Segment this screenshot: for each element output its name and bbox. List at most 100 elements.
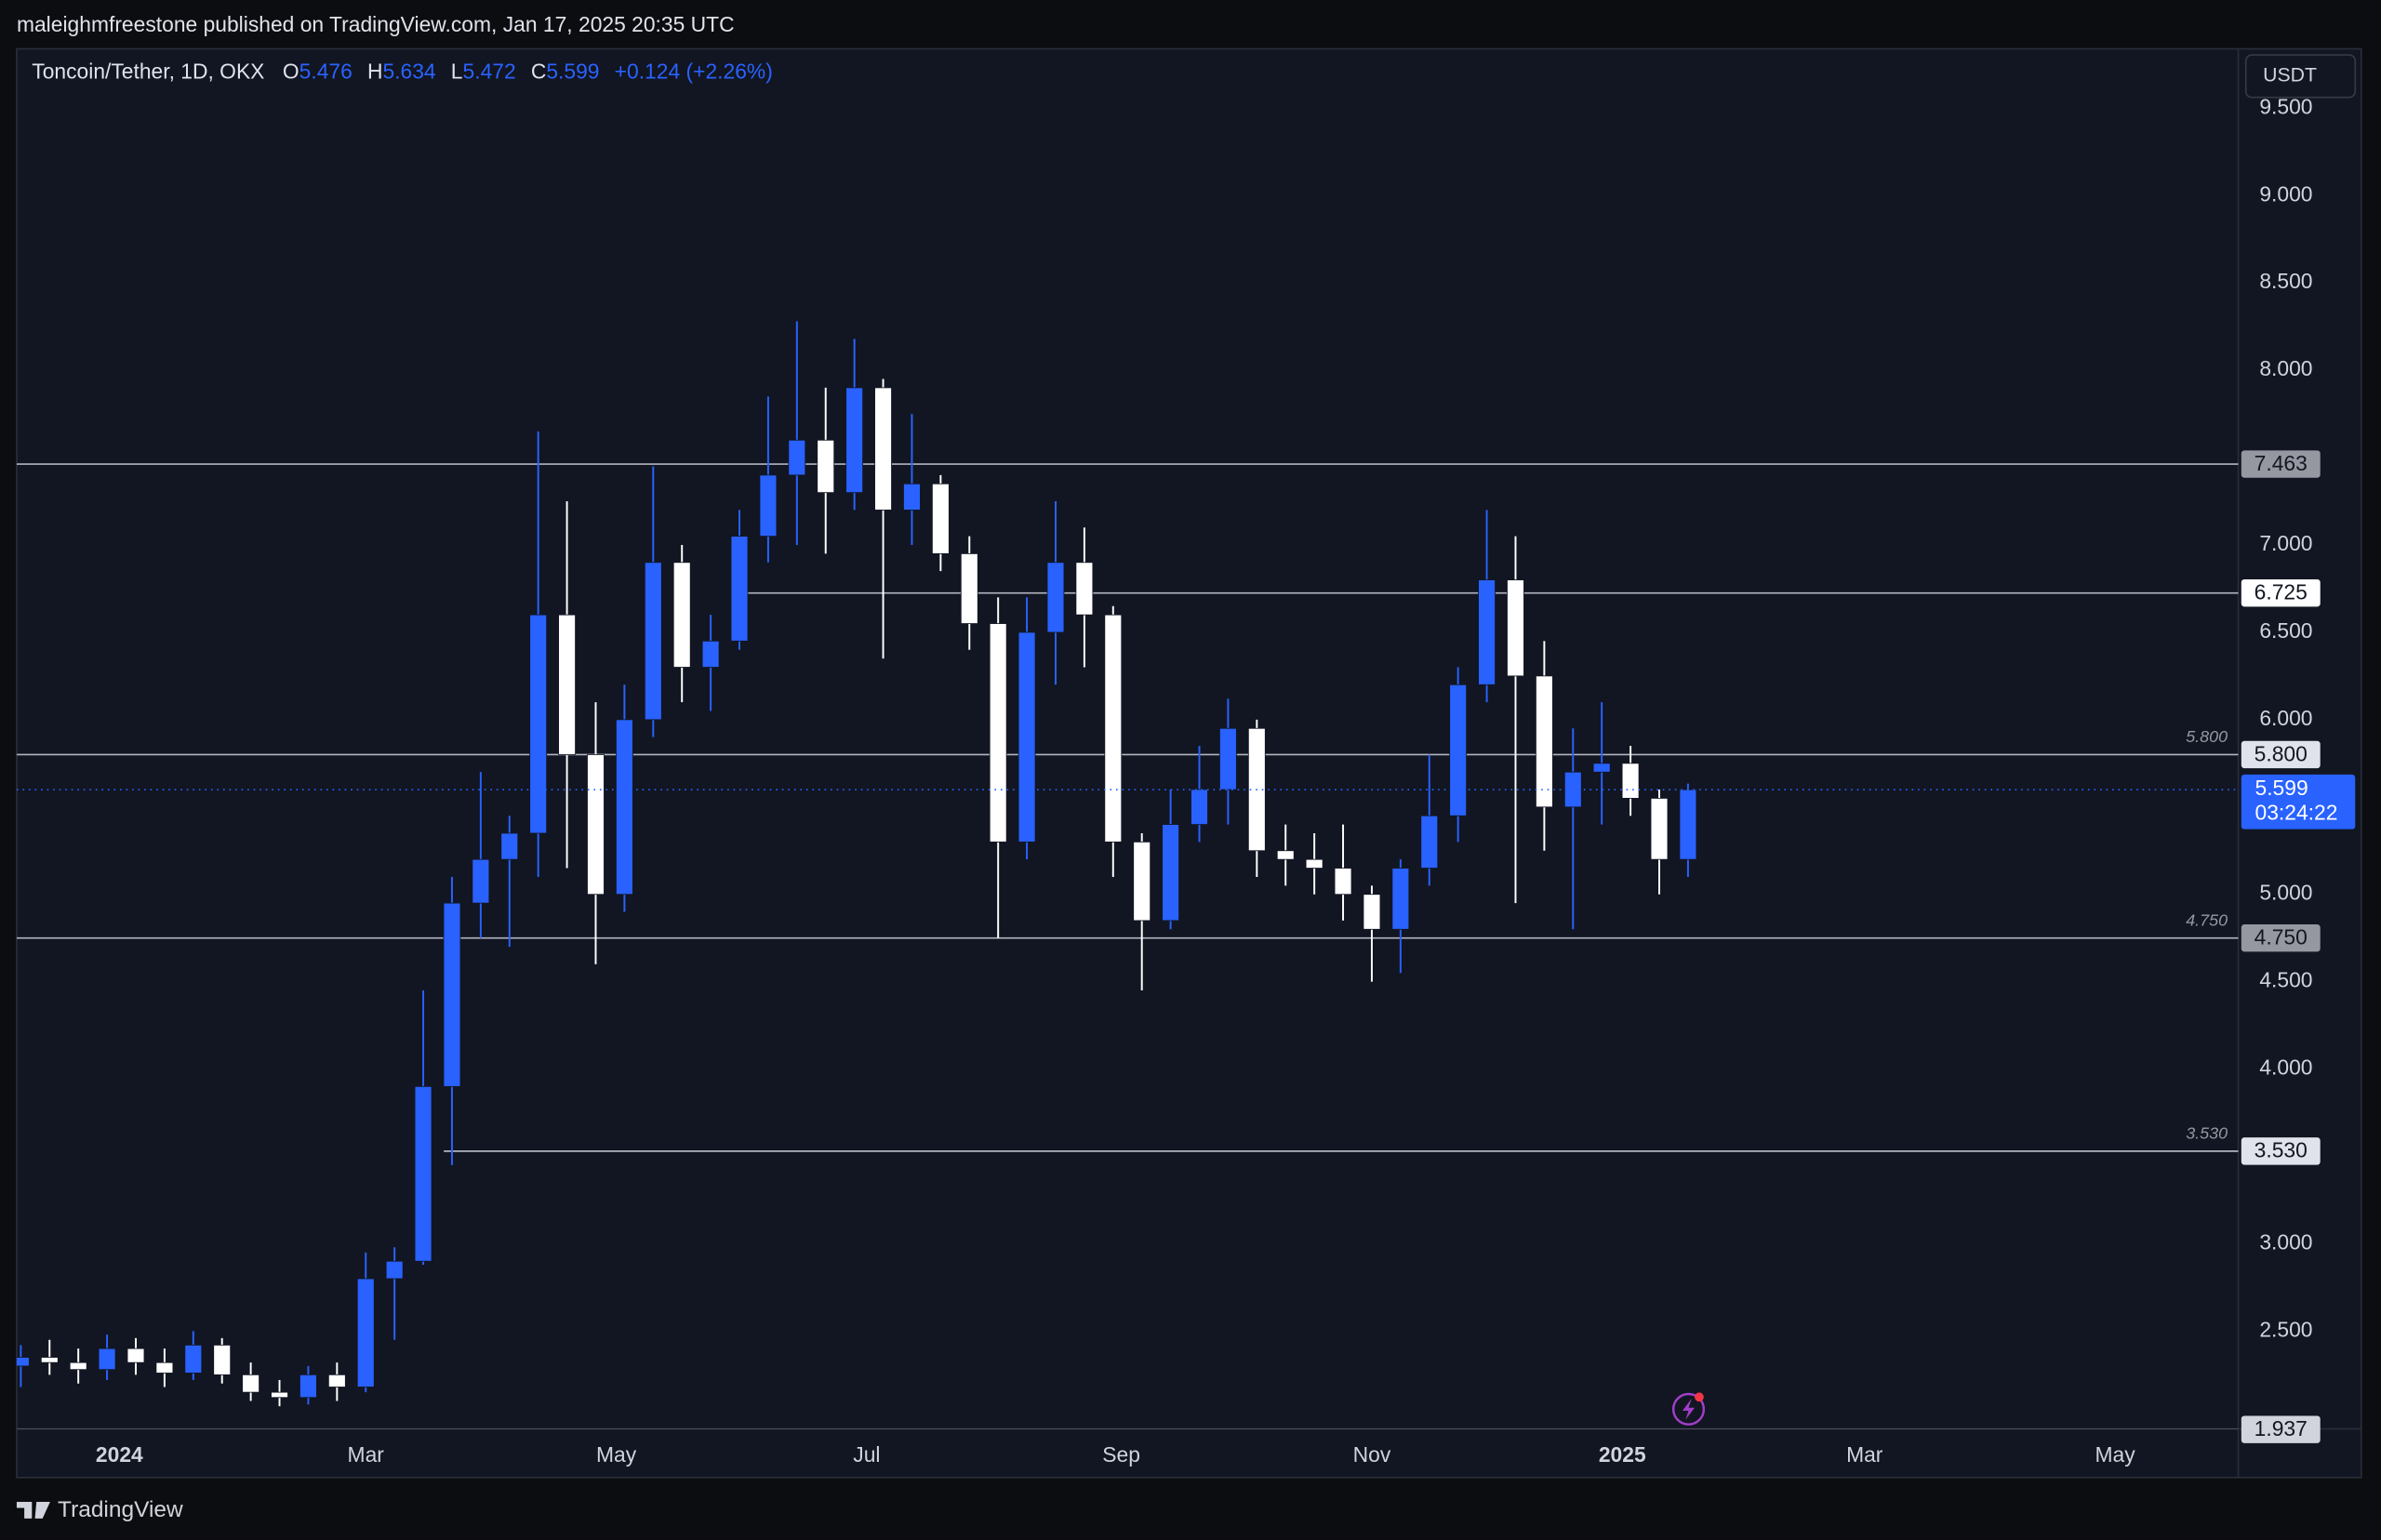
- x-tick-label: 2025: [1599, 1442, 1646, 1467]
- candle-body: [672, 562, 691, 668]
- candle-body: [587, 754, 605, 896]
- icon-ring[interactable]: [1671, 1392, 1706, 1426]
- candle-body: [242, 1374, 260, 1393]
- candle-body: [730, 536, 749, 642]
- candle-body: [616, 719, 633, 896]
- candle-body: [558, 614, 576, 755]
- candle-body: [271, 1391, 288, 1399]
- ohlc-value: 5.599: [546, 60, 599, 84]
- y-tick-label: 6.500: [2259, 618, 2312, 643]
- level-label-box: [2241, 740, 2321, 769]
- candle-body: [69, 1361, 87, 1371]
- y-tick-label: 3.000: [2259, 1229, 2312, 1254]
- y-tick-label: 4.000: [2259, 1055, 2312, 1080]
- y-tick-label: 8.500: [2259, 269, 2312, 293]
- ohlc-value: 5.472: [463, 60, 516, 84]
- candle-body: [1334, 868, 1352, 896]
- candle-body: [1391, 868, 1410, 930]
- candle-body: [16, 1357, 30, 1367]
- countdown: 03:24:22: [2255, 800, 2337, 824]
- level-label-box: [2241, 578, 2321, 607]
- candle-body: [126, 1348, 145, 1363]
- candle-body: [500, 832, 519, 860]
- candle-body: [874, 387, 892, 511]
- level-label-box: [2241, 923, 2321, 952]
- candle-body: [1621, 763, 1640, 799]
- x-tick-label: May: [596, 1442, 637, 1467]
- candle-body: [759, 474, 778, 538]
- candle-body: [931, 483, 950, 554]
- chart-pane: [16, 47, 2362, 1479]
- candle-body: [644, 562, 662, 721]
- candle-body: [1219, 727, 1237, 790]
- icon-dot[interactable]: [1695, 1392, 1704, 1402]
- candle-body: [989, 623, 1007, 843]
- x-tick-label: 2024: [96, 1442, 143, 1467]
- currency[interactable]: USDT: [2263, 64, 2317, 86]
- level-tag: 3.530: [2186, 1124, 2228, 1143]
- ohlc-value: 5.634: [382, 60, 435, 84]
- candle-body: [98, 1348, 116, 1371]
- x-tick-label: May: [2095, 1442, 2135, 1467]
- candle-body: [817, 439, 835, 494]
- change: +0.124 (+2.26%): [615, 60, 773, 84]
- level-label: 7.463: [2255, 451, 2308, 475]
- candle-body: [472, 858, 490, 904]
- candle-body: [385, 1260, 404, 1280]
- level-label: 5.800: [2255, 741, 2308, 765]
- icon-bolt[interactable]: [1682, 1398, 1696, 1420]
- symbol: Toncoin/Tether, 1D, OKX: [32, 60, 264, 84]
- candle-body: [1305, 858, 1324, 869]
- candle-body: [1104, 614, 1123, 843]
- level-label: 6.725: [2255, 580, 2308, 604]
- level-label-box: [2241, 450, 2321, 478]
- candle-body: [184, 1344, 203, 1374]
- y-tick-label: 9.500: [2259, 94, 2312, 118]
- y-tick-label: 9.000: [2259, 181, 2312, 206]
- candle-body: [960, 552, 978, 624]
- y-tick-label: 8.000: [2259, 356, 2312, 380]
- x-tick-label: Mar: [1846, 1442, 1883, 1467]
- last-price-box: [2241, 774, 2356, 830]
- lightning-icon[interactable]: [1671, 1392, 1706, 1426]
- candle-body: [213, 1344, 232, 1375]
- candle-body: [1420, 815, 1439, 869]
- candle-body: [1592, 763, 1611, 773]
- level-label-box: [2241, 1137, 2321, 1165]
- currency-button[interactable]: [2244, 54, 2357, 99]
- ohlc-value: 5.476: [299, 60, 352, 84]
- brand-logo: TradingView: [16, 1497, 183, 1522]
- level-tag: 4.750: [2186, 910, 2228, 929]
- level-label: 1.937: [2255, 1416, 2308, 1440]
- y-tick-label: 2.500: [2259, 1317, 2312, 1341]
- candle-body: [1535, 675, 1553, 808]
- candle-body: [701, 640, 720, 668]
- candle-body: [1363, 894, 1381, 930]
- candle-body: [1018, 631, 1036, 843]
- x-tick-label: Nov: [1353, 1442, 1391, 1467]
- candle-body: [1133, 841, 1151, 922]
- x-tick-label: Mar: [348, 1442, 385, 1467]
- x-tick-label: Sep: [1102, 1442, 1140, 1467]
- y-tick-label: 6.000: [2259, 706, 2312, 730]
- candle-body: [788, 439, 806, 476]
- level-label: 3.530: [2255, 1138, 2308, 1162]
- candle-body: [529, 614, 548, 834]
- candle-body: [1162, 824, 1179, 922]
- x-tick-label: Jul: [853, 1442, 880, 1467]
- ohlc-key: O: [283, 60, 299, 84]
- candle-body: [327, 1374, 346, 1387]
- candle-body: [1449, 684, 1468, 816]
- candle-body: [414, 1085, 432, 1262]
- ohlc-key: H: [367, 60, 383, 84]
- level-label: 4.750: [2255, 925, 2308, 949]
- candle-body: [1478, 579, 1496, 685]
- candle-body: [155, 1361, 174, 1374]
- candle-body: [1276, 850, 1295, 860]
- candle-body: [1679, 789, 1697, 860]
- candle-body: [1075, 562, 1094, 616]
- candle-body: [1190, 789, 1208, 825]
- candle-body: [40, 1357, 59, 1363]
